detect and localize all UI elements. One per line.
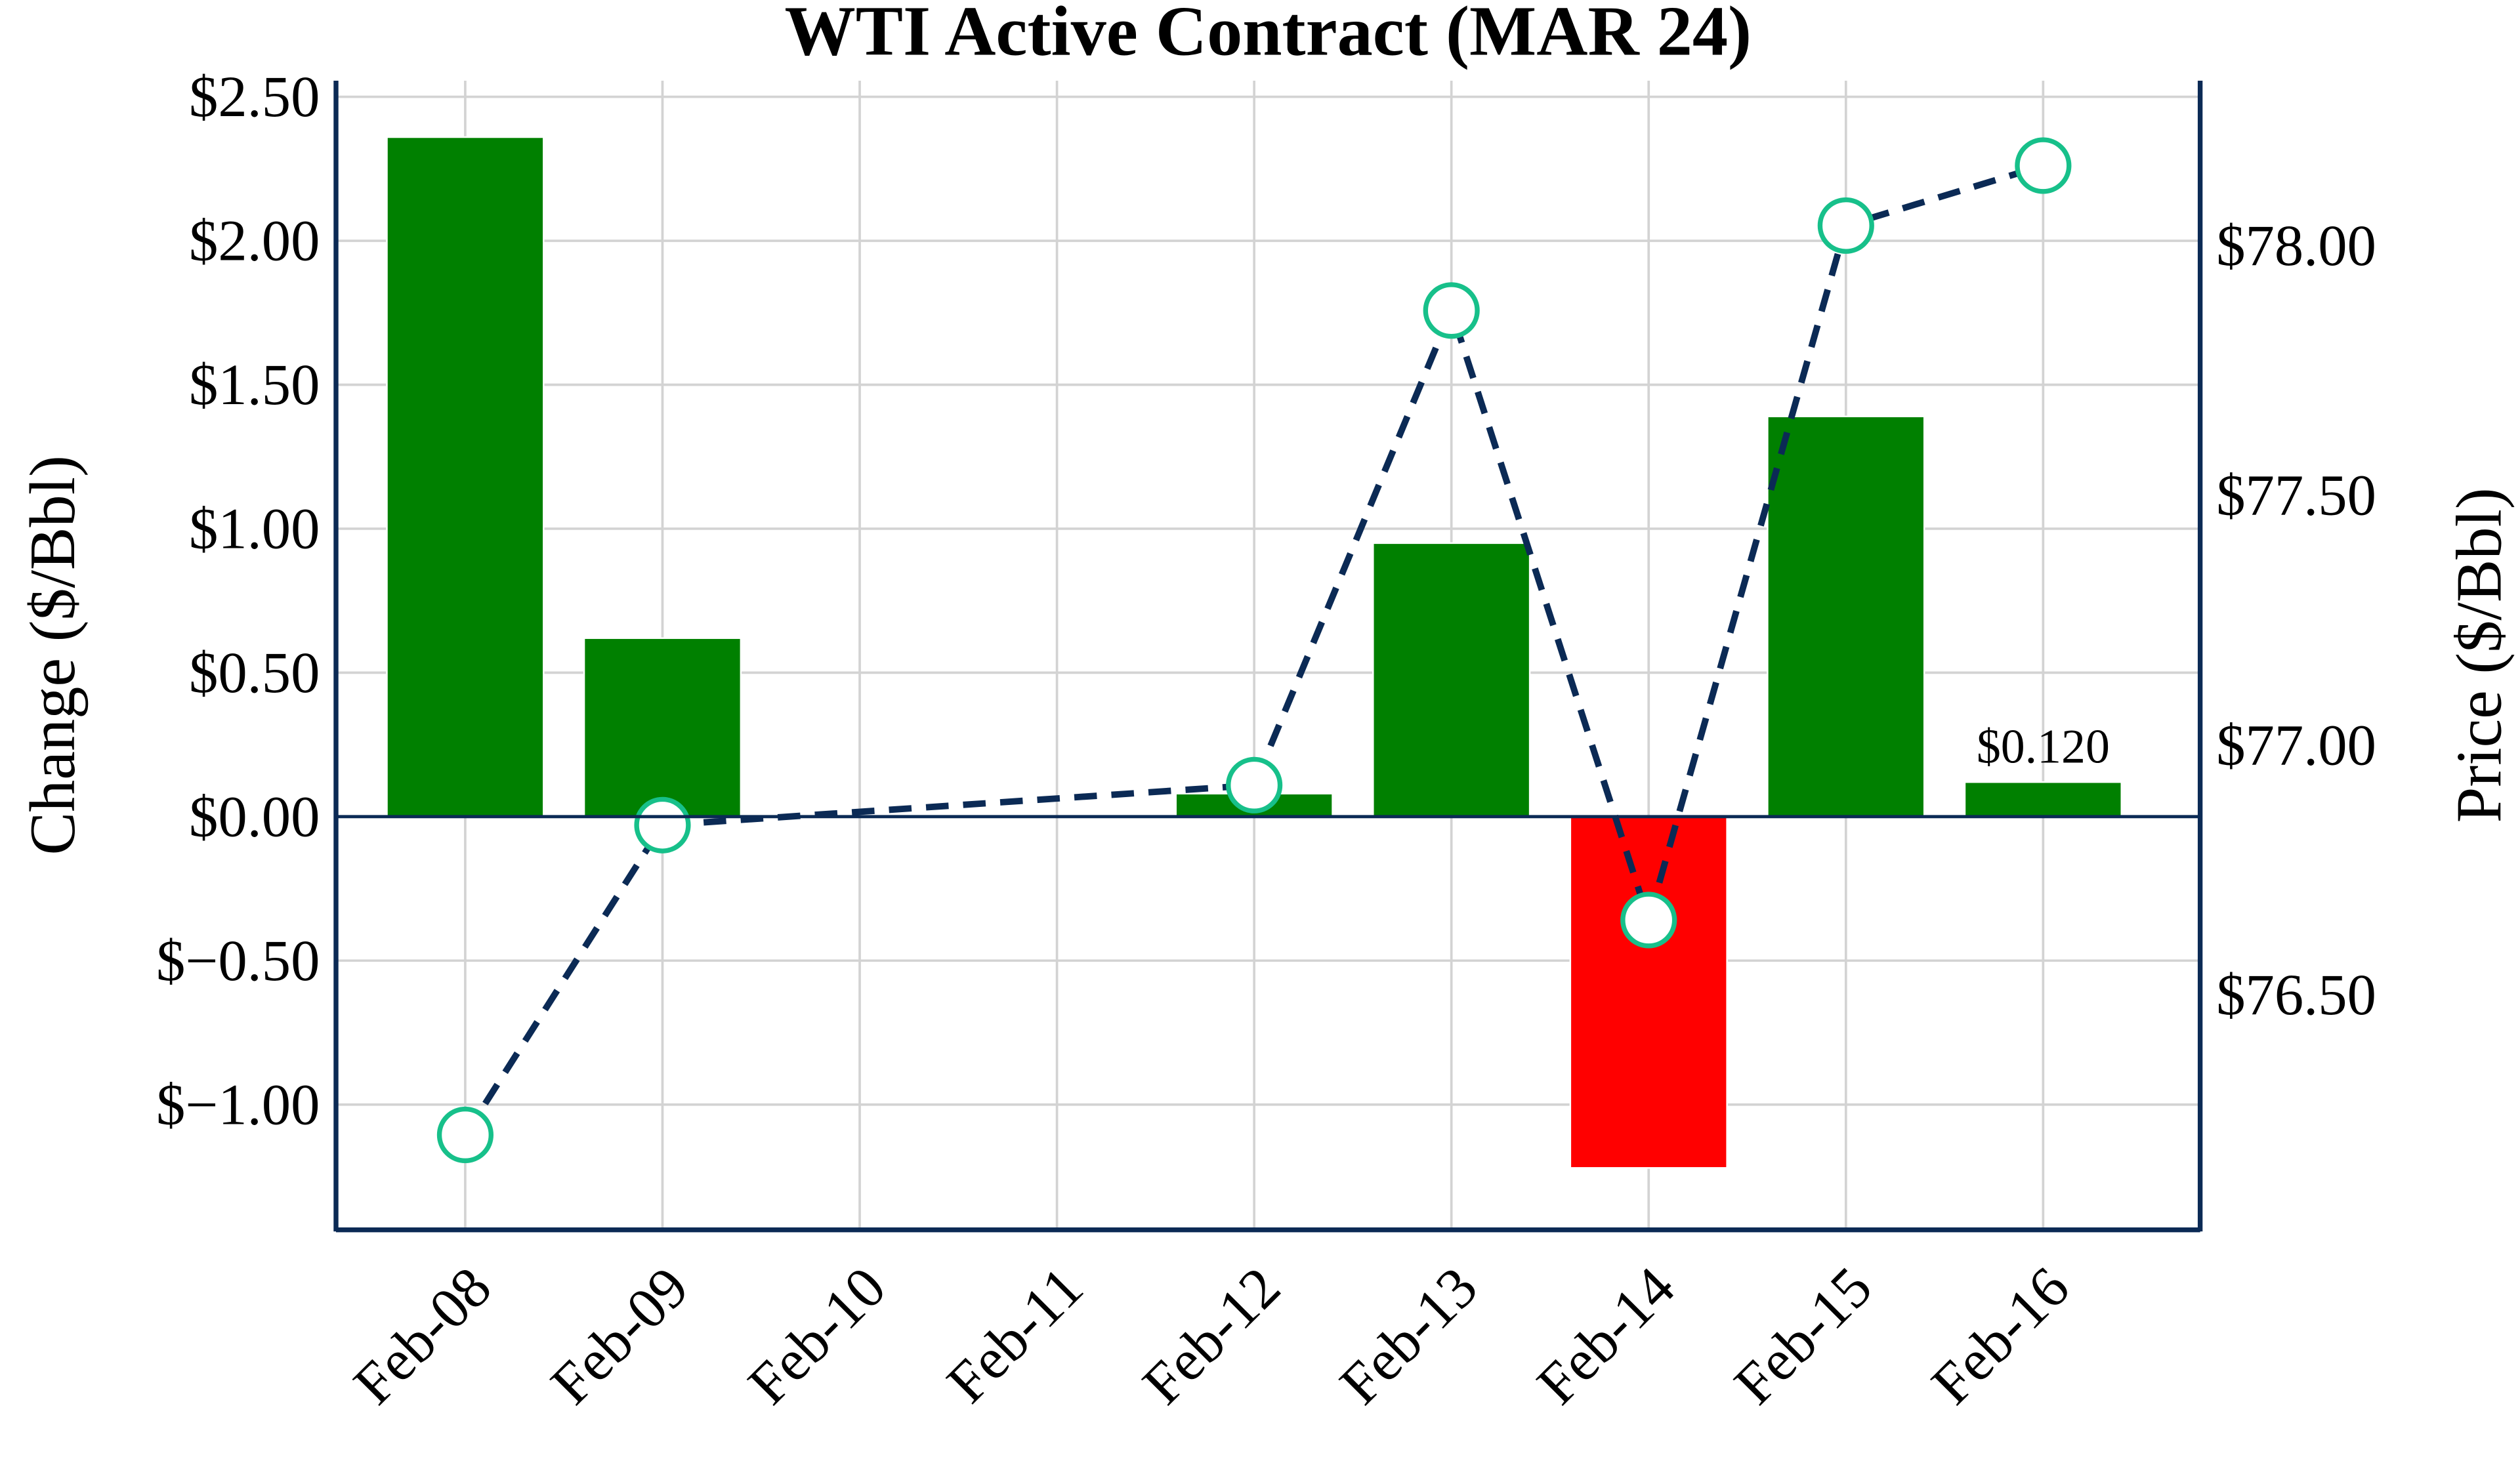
y-tick-label: $2.50 [189,65,320,129]
bar-Feb-15 [1767,415,1925,818]
y-tick-label: $1.00 [189,497,320,561]
y2-tick-label: $78.00 [2216,214,2376,278]
y2-axis-label: Price ($/Bbl) [2443,487,2515,823]
price-line [436,137,2072,1164]
price-marker [436,1106,494,1164]
price-marker [2015,137,2072,194]
price-marker [634,796,691,853]
y-tick-label: $−1.00 [156,1073,320,1137]
x-tick-label: Feb-11 [935,1255,1095,1415]
bar-Feb-14 [1569,815,1728,1169]
bar-Feb-16 [1964,781,2122,818]
price-marker [1423,282,1480,339]
y2-tick-label: $77.50 [2216,464,2376,528]
x-tick-label: Feb-14 [1525,1255,1687,1417]
y-tick-label: $1.50 [189,353,320,417]
bar-Feb-09 [583,637,742,818]
x-tick-label: Feb-08 [342,1255,504,1417]
x-tick-label: Feb-13 [1328,1255,1490,1417]
y2-tick-label: $77.00 [2216,713,2376,777]
x-tick-label: Feb-15 [1722,1255,1884,1417]
price-marker [1817,197,1874,254]
y-tick-label: $0.50 [189,641,320,705]
x-tick-label: Feb-16 [1920,1255,2082,1417]
x-tick-label: Feb-10 [736,1255,898,1417]
x-tick-label: Feb-12 [1131,1255,1293,1417]
y-tick-label: $2.00 [189,209,320,274]
bar-annotation: $0.120 [1977,720,2110,773]
y-tick-label: $−0.50 [156,929,320,993]
bar-Feb-08 [386,136,545,818]
y-tick-label: $0.00 [189,785,320,849]
price-marker [1620,892,1677,949]
bars [386,136,2122,1169]
x-tick-label: Feb-09 [539,1255,701,1417]
price-marker [1226,756,1283,813]
chart-title: WTI Active Contract (MAR 24) [784,0,1752,71]
y-axis-label: Change ($/Bbl) [17,455,89,855]
bar-Feb-13 [1372,542,1531,818]
y2-tick-label: $76.50 [2216,963,2376,1027]
